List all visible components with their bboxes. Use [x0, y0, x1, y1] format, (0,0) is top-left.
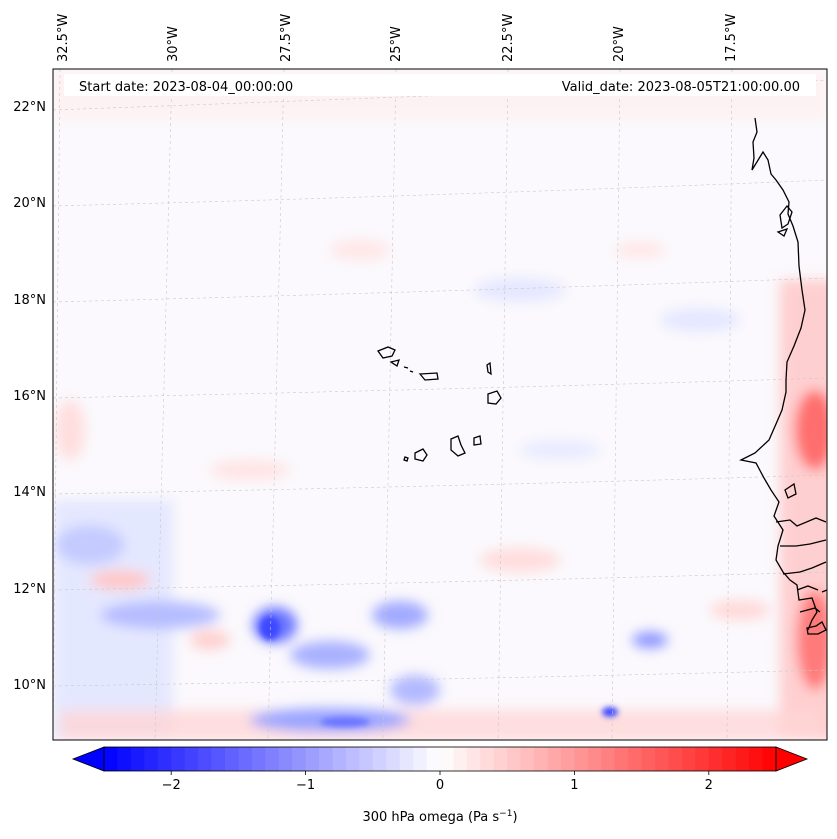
colorbar-segment [493, 747, 508, 771]
colorbar-segment [708, 747, 723, 771]
colorbar-segment [184, 747, 199, 771]
colorbar-segment [372, 747, 387, 771]
colorbar-segment [224, 747, 239, 771]
colorbar-segment [292, 747, 307, 771]
cape-verde-islands [376, 346, 502, 462]
lon-label: 17.5°W [724, 14, 739, 62]
colorbar-tick-label: −1 [296, 778, 315, 793]
colorbar-segment [278, 747, 293, 771]
lat-label: 12°N [13, 582, 46, 597]
colorbar-segment [668, 747, 683, 771]
map-area [53, 69, 827, 740]
colorbar-segment [386, 747, 401, 771]
colorbar-segment [681, 747, 696, 771]
colorbar-tick-label: 2 [705, 778, 713, 793]
colorbar-segment [628, 747, 643, 771]
colorbar-segment [735, 747, 750, 771]
colorbar-segment [426, 747, 441, 771]
colorbar-segment [332, 747, 347, 771]
colorbar-segment [319, 747, 334, 771]
colorbar-high-extend [775, 746, 809, 772]
gridlines [53, 69, 827, 740]
colorbar-segment [305, 747, 320, 771]
colorbar-segments [104, 747, 777, 771]
colorbar-segment [480, 747, 495, 771]
lon-label: 25°W [389, 26, 404, 62]
map-frame [52, 68, 828, 741]
colorbar-label: 300 hPa omega (Pa s−1) [362, 809, 517, 825]
colorbar: −2 −1 0 1 2 300 hPa omega (Pa s−1) [71, 746, 809, 825]
colorbar-segment [534, 747, 549, 771]
header-strip [64, 74, 816, 96]
colorbar-segment [641, 747, 656, 771]
longitude-labels: 32.5°W 30°W 27.5°W 25°W 22.5°W 20°W 17.5… [56, 14, 739, 62]
colorbar-segment [104, 747, 119, 771]
lon-label: 30°W [166, 26, 181, 62]
colorbar-segment [238, 747, 253, 771]
lat-label: 18°N [13, 293, 46, 308]
colorbar-segment [507, 747, 522, 771]
colorbar-tick-label: −2 [162, 778, 181, 793]
start-date-label: Start date: 2023-08-04_00:00:00 [79, 80, 293, 95]
colorbar-segment [560, 747, 575, 771]
colorbar-segment [251, 747, 266, 771]
lat-label: 22°N [13, 100, 46, 115]
colorbar-segment [722, 747, 737, 771]
latitude-labels: 22°N 20°N 18°N 16°N 14°N 12°N 10°N [13, 100, 46, 693]
colorbar-low-extend [71, 746, 105, 772]
colorbar-segment [547, 747, 562, 771]
lat-label: 16°N [13, 389, 46, 404]
colorbar-segment [413, 747, 428, 771]
colorbar-ticks: −2 −1 0 1 2 [162, 771, 713, 793]
lat-label: 14°N [13, 485, 46, 500]
colorbar-segment [157, 747, 172, 771]
colorbar-segment [587, 747, 602, 771]
colorbar-segment [144, 747, 159, 771]
lat-label: 20°N [13, 196, 46, 211]
colorbar-segment [198, 747, 213, 771]
lon-label: 20°W [612, 26, 627, 62]
valid-date-label: Valid_date: 2023-08-05T21:00:00.00 [562, 80, 800, 95]
colorbar-tick-label: 0 [436, 778, 444, 793]
colorbar-segment [466, 747, 481, 771]
colorbar-segment [453, 747, 468, 771]
colorbar-segment [520, 747, 535, 771]
lat-label: 10°N [13, 678, 46, 693]
colorbar-segment [359, 747, 374, 771]
colorbar-segment [345, 747, 360, 771]
colorbar-segment [762, 747, 777, 771]
africa-coastline [739, 117, 827, 635]
colorbar-segment [440, 747, 455, 771]
colorbar-segment [265, 747, 280, 771]
colorbar-segment [211, 747, 226, 771]
colorbar-segment [695, 747, 710, 771]
colorbar-segment [171, 747, 186, 771]
colorbar-segment [614, 747, 629, 771]
colorbar-segment [117, 747, 132, 771]
lon-label: 32.5°W [56, 14, 71, 62]
colorbar-segment [399, 747, 414, 771]
colorbar-segment [130, 747, 145, 771]
colorbar-segment [749, 747, 764, 771]
colorbar-segment [601, 747, 616, 771]
colorbar-segment [655, 747, 670, 771]
lon-label: 22.5°W [501, 14, 516, 62]
colorbar-tick-label: 1 [570, 778, 578, 793]
lon-label: 27.5°W [279, 14, 294, 62]
colorbar-segment [574, 747, 589, 771]
